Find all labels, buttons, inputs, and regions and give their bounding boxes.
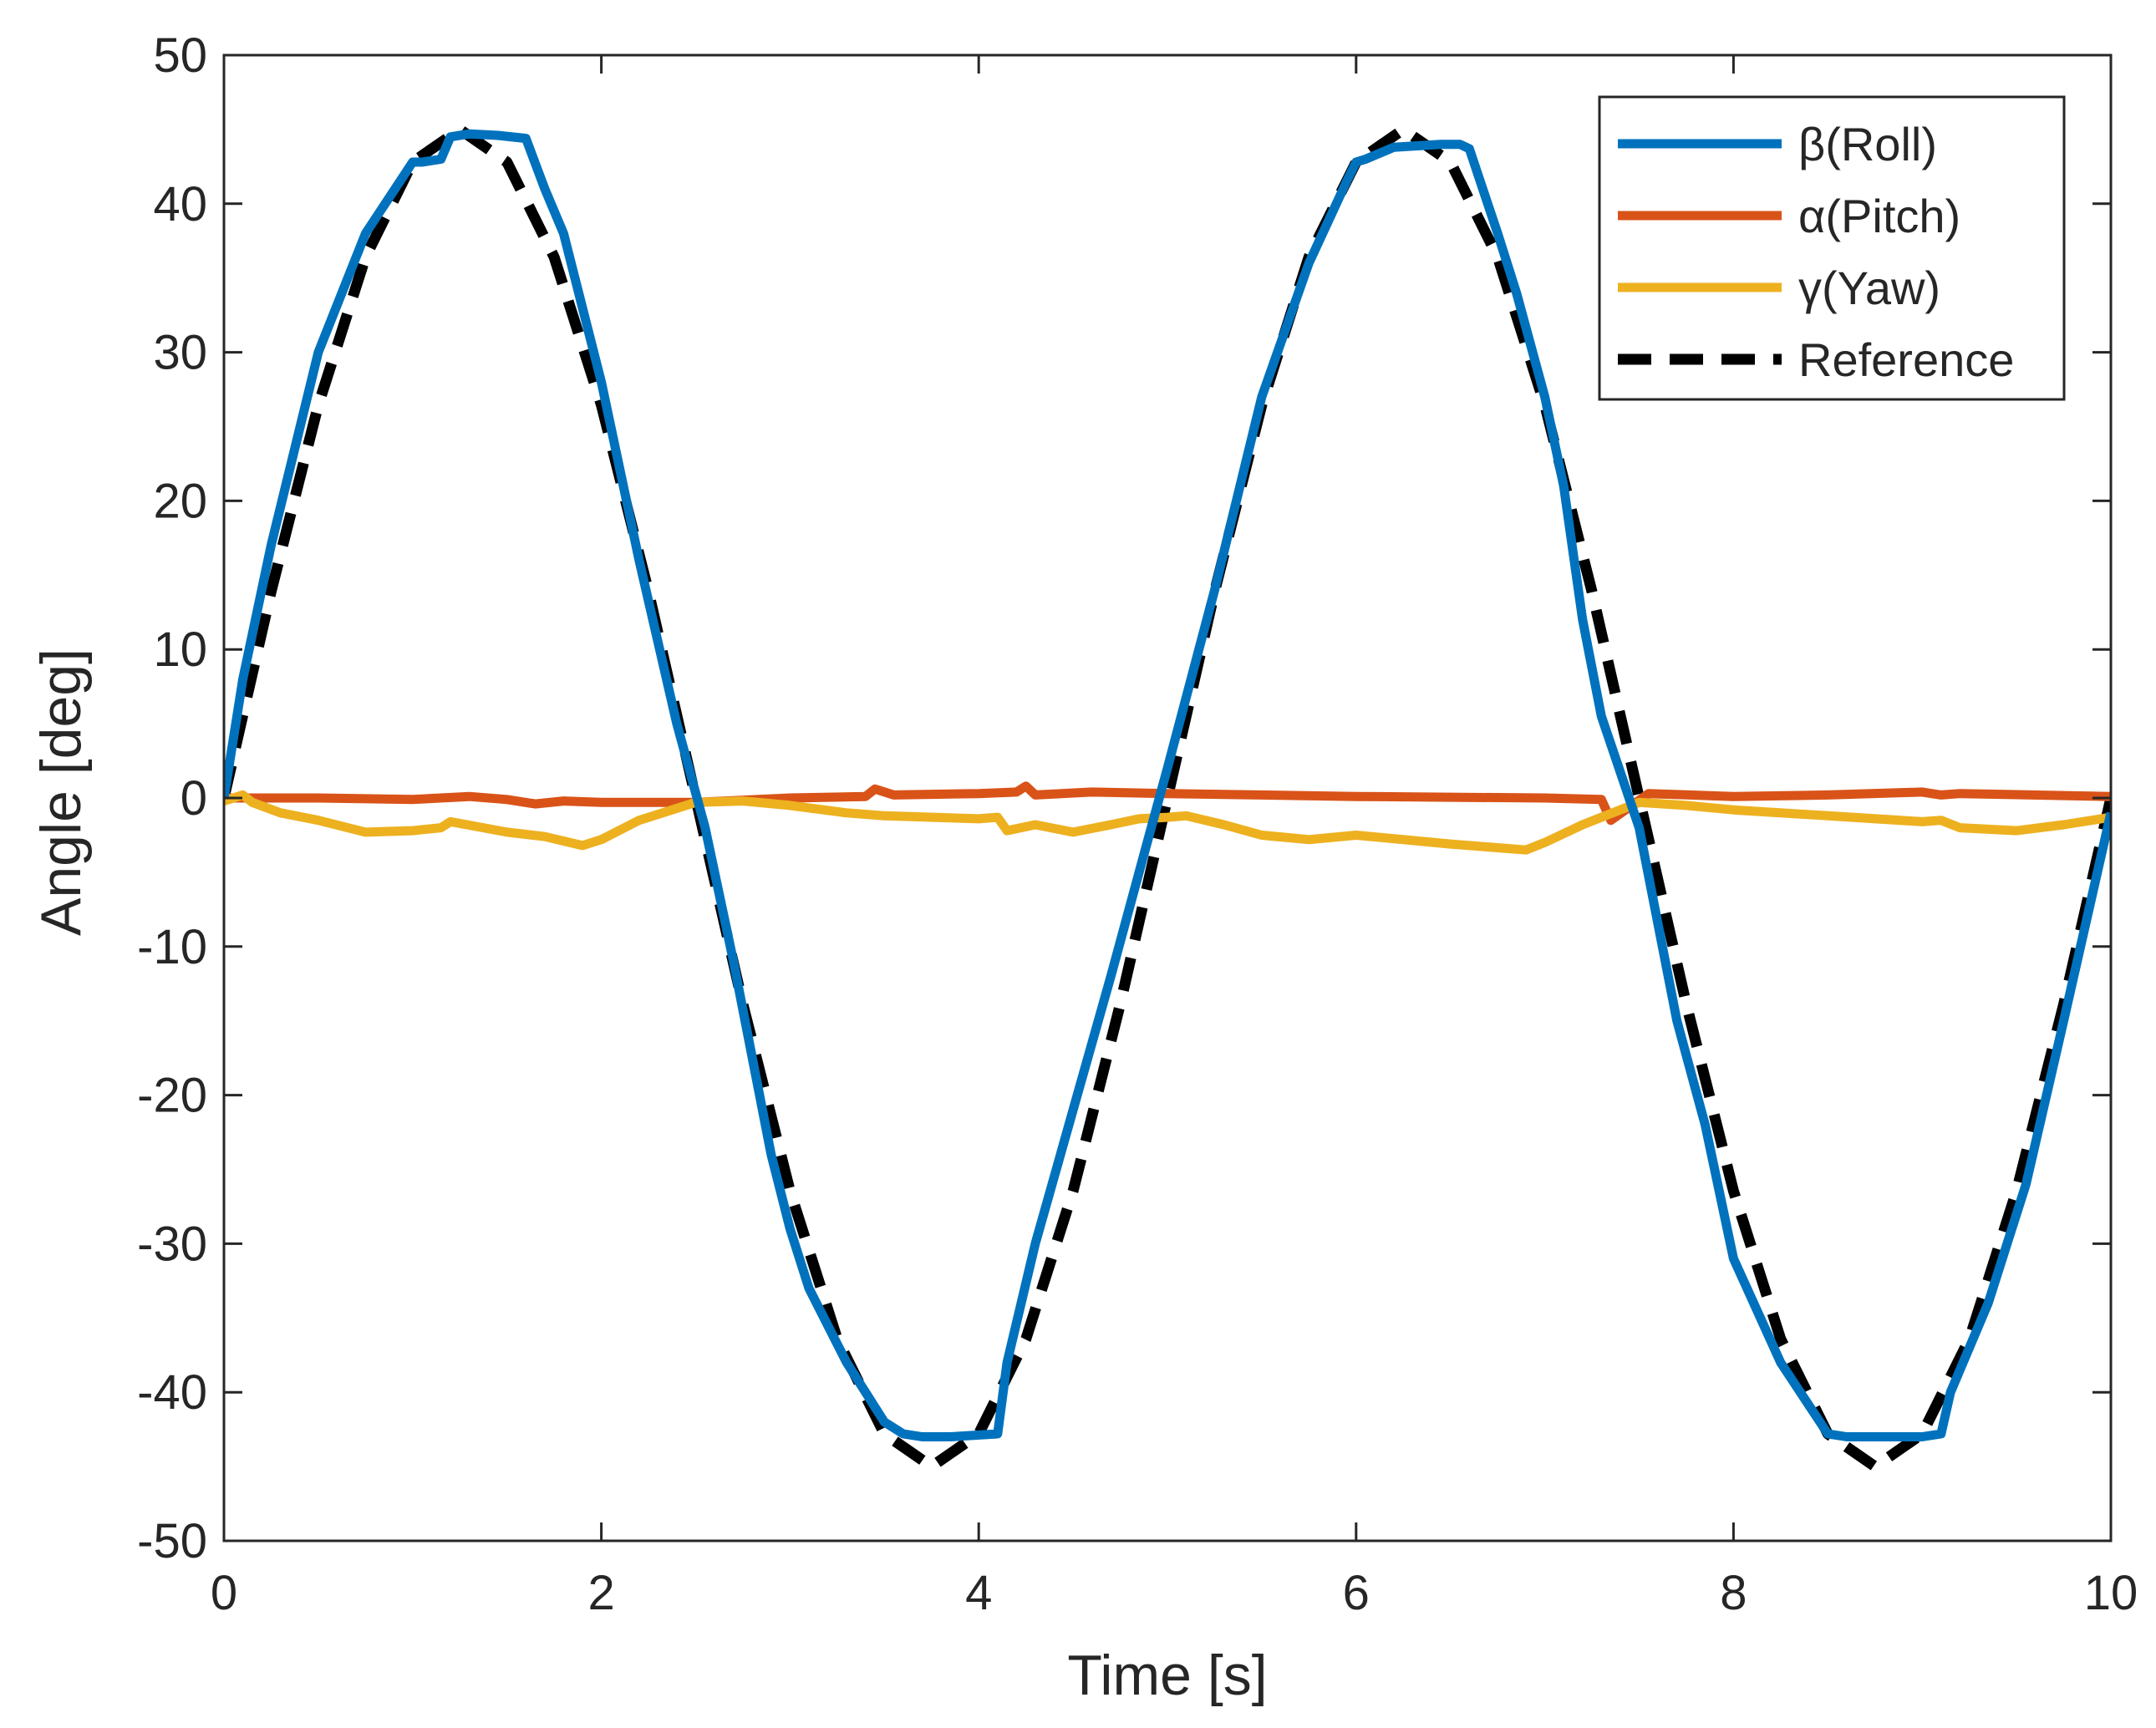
y-tick-label: -50	[137, 1514, 207, 1568]
series-line-reference	[224, 124, 2111, 1472]
y-axis-title: Angle [deg]	[29, 648, 93, 936]
y-tick-label: 0	[181, 771, 207, 826]
legend-label-yaw: γ(Yaw)	[1798, 262, 1940, 314]
y-tick-label: -40	[137, 1365, 207, 1420]
legend-label-reference: Reference	[1798, 333, 2014, 386]
series-line-pitch	[224, 781, 2111, 826]
y-tick-label: 50	[153, 28, 207, 83]
y-tick-label: -10	[137, 920, 207, 974]
y-tick-label: 20	[153, 474, 207, 528]
series-line-roll	[224, 129, 2111, 1441]
x-tick-label: 0	[211, 1566, 237, 1620]
legend-label-roll: β(Roll)	[1798, 118, 1937, 170]
series-line-yaw	[224, 790, 2111, 855]
x-tick-label: 4	[965, 1566, 992, 1620]
x-axis-title: Time [s]	[1067, 1644, 1267, 1707]
x-tick-label: 8	[1720, 1566, 1747, 1620]
plot-area	[224, 124, 2111, 1472]
x-tick-label: 10	[2084, 1566, 2138, 1620]
y-tick-label: 40	[153, 177, 207, 231]
y-tick-label: 10	[153, 623, 207, 677]
axes: 0 2 4 6 8 10 -50 -40 -30 -20 -10 0 10 20 30 40 50	[137, 28, 2138, 1620]
x-tick-label: 6	[1343, 1566, 1370, 1620]
y-tick-label: 30	[153, 326, 207, 380]
legend-label-pitch: α(Pitch)	[1798, 190, 1960, 242]
y-tick-label: -20	[137, 1069, 207, 1123]
x-tick-label: 2	[587, 1566, 614, 1620]
legend: β(Roll) α(Pitch) γ(Yaw) Reference	[1598, 95, 2066, 401]
y-tick-label: -30	[137, 1217, 207, 1271]
